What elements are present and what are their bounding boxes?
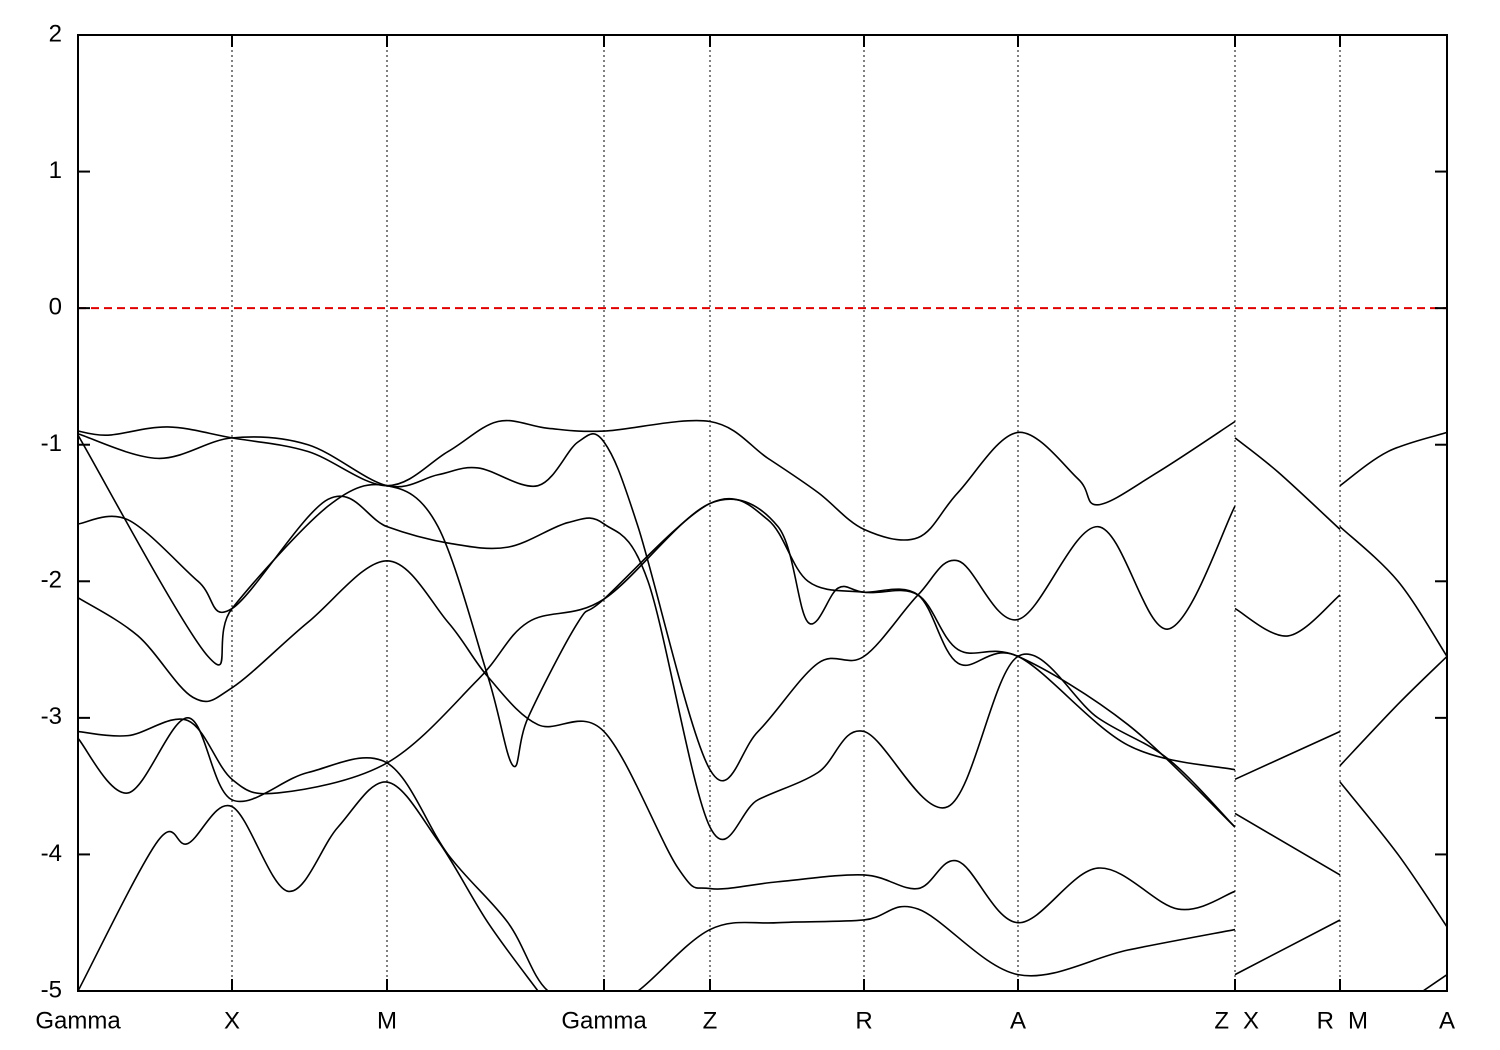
x-tick-label: M bbox=[377, 1007, 397, 1034]
band bbox=[78, 434, 1236, 828]
x-tick-label: Z bbox=[1214, 1007, 1229, 1034]
y-tick-label: -3 bbox=[41, 703, 62, 730]
x-tick-label: R bbox=[1317, 1007, 1334, 1034]
x-tick-label: Gamma bbox=[35, 1007, 121, 1034]
x-tick-label: M bbox=[1348, 1007, 1368, 1034]
y-tick-label: -1 bbox=[41, 430, 62, 457]
band bbox=[78, 419, 1447, 541]
x-tick-label: Gamma bbox=[561, 1007, 647, 1034]
y-tick-label: 2 bbox=[49, 20, 62, 47]
y-tick-label: 0 bbox=[49, 293, 62, 320]
plot-frame bbox=[77, 34, 1448, 992]
y-tick-label: -2 bbox=[41, 567, 62, 594]
y-tick-label: -5 bbox=[41, 976, 62, 1003]
x-tick-label: A bbox=[1439, 1007, 1455, 1034]
band bbox=[78, 559, 1447, 928]
band bbox=[78, 433, 1447, 782]
x-tick-label: A bbox=[1010, 1007, 1026, 1034]
x-tick-label: X bbox=[1243, 1007, 1259, 1034]
bands bbox=[78, 419, 1447, 991]
y-tick-label: -4 bbox=[41, 840, 62, 867]
y-tick-label: 1 bbox=[49, 157, 62, 184]
x-tick-label: X bbox=[224, 1007, 240, 1034]
x-tick-label: Z bbox=[703, 1007, 718, 1034]
x-tick-label: R bbox=[855, 1007, 872, 1034]
band bbox=[78, 781, 539, 991]
